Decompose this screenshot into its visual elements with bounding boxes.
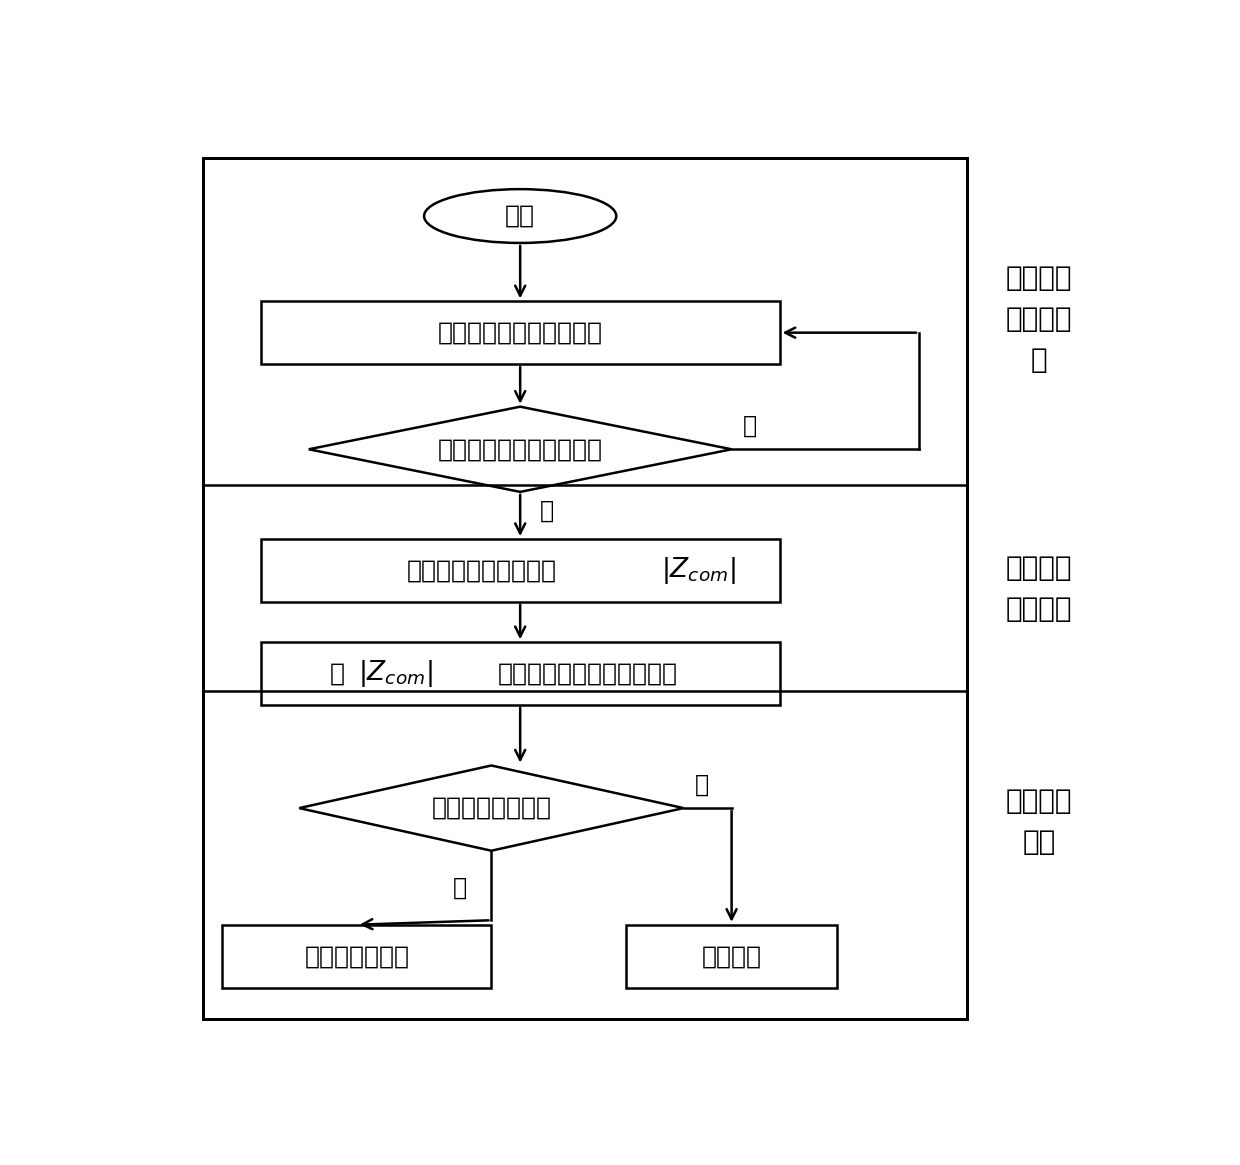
Bar (260, 302, 780, 363)
Text: 保护动作于跳闸: 保护动作于跳闸 (304, 944, 409, 968)
Text: 振荡识别判据成立: 振荡识别判据成立 (432, 796, 552, 820)
Text: 将: 将 (330, 662, 345, 685)
Bar (260, 539, 780, 602)
Bar (626, 925, 837, 988)
Text: 正弦阻抗
计算模块: 正弦阻抗 计算模块 (1006, 553, 1073, 623)
Text: 否: 否 (743, 414, 758, 438)
Text: 否: 否 (696, 772, 709, 797)
Text: 开始: 开始 (505, 204, 536, 228)
Text: $|Z_{com}|$: $|Z_{com}|$ (661, 555, 735, 586)
Bar (222, 925, 491, 988)
Bar (260, 642, 780, 705)
Text: 计算线路正弦综合阻抗: 计算线路正弦综合阻抗 (407, 558, 557, 582)
Text: $|Z_{com}|$: $|Z_{com}|$ (358, 658, 433, 689)
Text: 信息采集
与处理模
块: 信息采集 与处理模 块 (1006, 264, 1073, 374)
Text: 闭锁保护: 闭锁保护 (702, 944, 761, 968)
Text: 振荡识别
模块: 振荡识别 模块 (1006, 788, 1073, 856)
Text: 与被保护线路阻抗模值相减: 与被保护线路阻抗模值相减 (497, 662, 677, 685)
Text: 是: 是 (453, 876, 467, 899)
Text: 采样，计算工频电压电流: 采样，计算工频电压电流 (438, 320, 603, 345)
Bar (203, 157, 967, 1019)
Text: 是: 是 (539, 499, 553, 523)
Text: 线路两侧是否有保护动作: 线路两侧是否有保护动作 (438, 437, 603, 461)
